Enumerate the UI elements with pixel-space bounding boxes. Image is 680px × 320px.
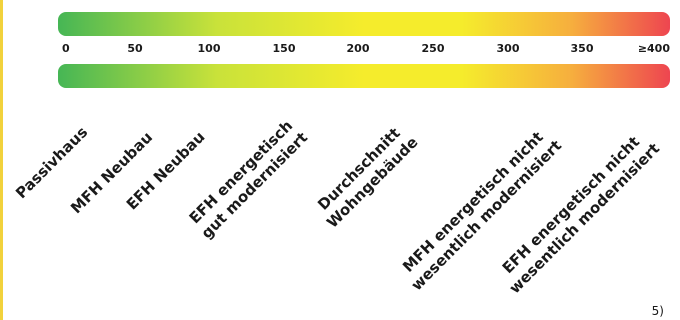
tick-label-300: 300 [496, 42, 520, 55]
tick-label-100: 100 [197, 42, 221, 55]
tick-label-350: 350 [570, 42, 594, 55]
energy-gradient-bar-top [58, 12, 670, 36]
footnote-marker: 5) [651, 304, 664, 318]
tick-label-200: 200 [346, 42, 370, 55]
tick-label-250: 250 [421, 42, 445, 55]
energy-scale: 0 50 100 150 200 250 300 350 ≥400 [58, 12, 670, 88]
tick-label-0: 0 [62, 42, 70, 55]
tick-label-400-plus: ≥400 [637, 42, 670, 55]
tick-label-50: 50 [127, 42, 143, 55]
tick-label-150: 150 [272, 42, 296, 55]
category-label-efh-gut-modernisiert: EFH energetisch gut modernisiert [184, 115, 312, 243]
category-label-durchschnitt-wohngebaeude: Durchschnitt Wohngebäude [310, 120, 422, 232]
left-edge-accent [0, 0, 3, 320]
energy-gradient-bar-bottom [58, 64, 670, 88]
